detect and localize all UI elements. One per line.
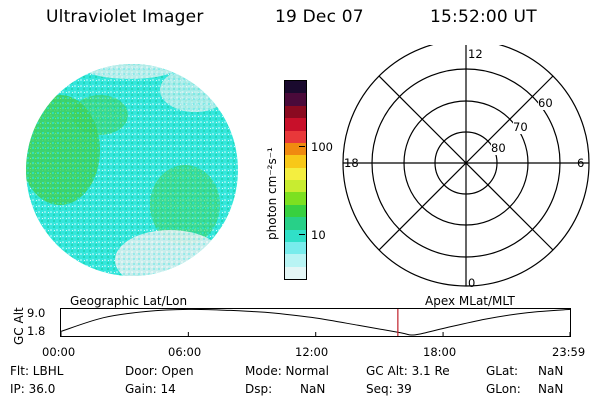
colorbar-unit-label: photon cm⁻²s⁻¹ [265, 147, 279, 240]
x-tick-2359: 23:59 [552, 345, 586, 359]
gc-alt-plot [60, 308, 571, 337]
gc-alt-status: GC Alt: 3.1 Re [366, 364, 450, 378]
dsp-value: NaN [300, 382, 326, 396]
colorbar-segment [285, 217, 306, 230]
lat-label-60: 60 [538, 96, 553, 110]
door-status: Door: Open [125, 364, 194, 378]
colorbar-segment [285, 192, 306, 205]
colorbar-segment [285, 167, 306, 180]
colorbar-segment [285, 93, 306, 106]
filter-status: Flt: LBHL [10, 364, 64, 378]
y-tick-1.8: 1.8 [27, 324, 46, 338]
colorbar-segment [285, 142, 306, 156]
colorbar-segment [285, 229, 306, 242]
mlt-label-12: 12 [468, 47, 483, 61]
colorbar-segment [285, 266, 306, 279]
colorbar-segment [285, 254, 306, 267]
date-label: 19 Dec 07 [275, 7, 364, 27]
apex-title: Apex MLat/MLT [425, 294, 515, 308]
x-tick-1800: 18:00 [423, 345, 457, 359]
mode-status: Mode: Normal [245, 364, 329, 378]
mlt-label-18: 18 [344, 156, 359, 170]
x-tick-1200: 12:00 [295, 345, 329, 359]
colorbar-tickmark [299, 234, 305, 235]
polar-grid [342, 45, 590, 287]
mlt-label-0: 0 [468, 276, 476, 290]
x-tick-0000: 00:00 [42, 345, 76, 359]
colorbar-segment [285, 105, 306, 119]
glat-label: GLat: [486, 364, 519, 378]
colorbar-tick-10: 10 [311, 228, 326, 242]
uv-image-disk [26, 64, 238, 276]
lat-label-80: 80 [491, 141, 506, 155]
colorbar-segment [285, 241, 306, 255]
gain-status: Gain: 14 [125, 382, 176, 396]
colorbar-segment [285, 130, 306, 143]
dsp-label: Dsp: [245, 382, 273, 396]
glon-label: GLon: [486, 382, 521, 396]
glat-value: NaN [538, 364, 564, 378]
colorbar-segment [285, 204, 306, 218]
colorbar-segment [285, 155, 306, 168]
colorbar-segment [285, 118, 306, 131]
x-tick-0600: 06:00 [168, 345, 202, 359]
colorbar [284, 80, 307, 280]
gc-alt-axis-label: GC Alt [12, 307, 26, 345]
colorbar-tickmark [299, 146, 305, 147]
gc-alt-series-line [60, 308, 571, 336]
glon-value: NaN [538, 382, 564, 396]
colorbar-segment [285, 81, 306, 94]
colorbar-segment [285, 180, 306, 193]
colorbar-tick-100: 100 [311, 140, 333, 154]
time-label: 15:52:00 UT [430, 7, 537, 27]
lat-label-70: 70 [513, 120, 528, 134]
geographic-title: Geographic Lat/Lon [70, 294, 188, 308]
seq-status: Seq: 39 [366, 382, 412, 396]
mlt-label-6: 6 [577, 156, 585, 170]
instrument-title: Ultraviolet Imager [46, 7, 204, 27]
ip-status: IP: 36.0 [10, 382, 56, 396]
y-tick-9: 9.0 [27, 306, 46, 320]
